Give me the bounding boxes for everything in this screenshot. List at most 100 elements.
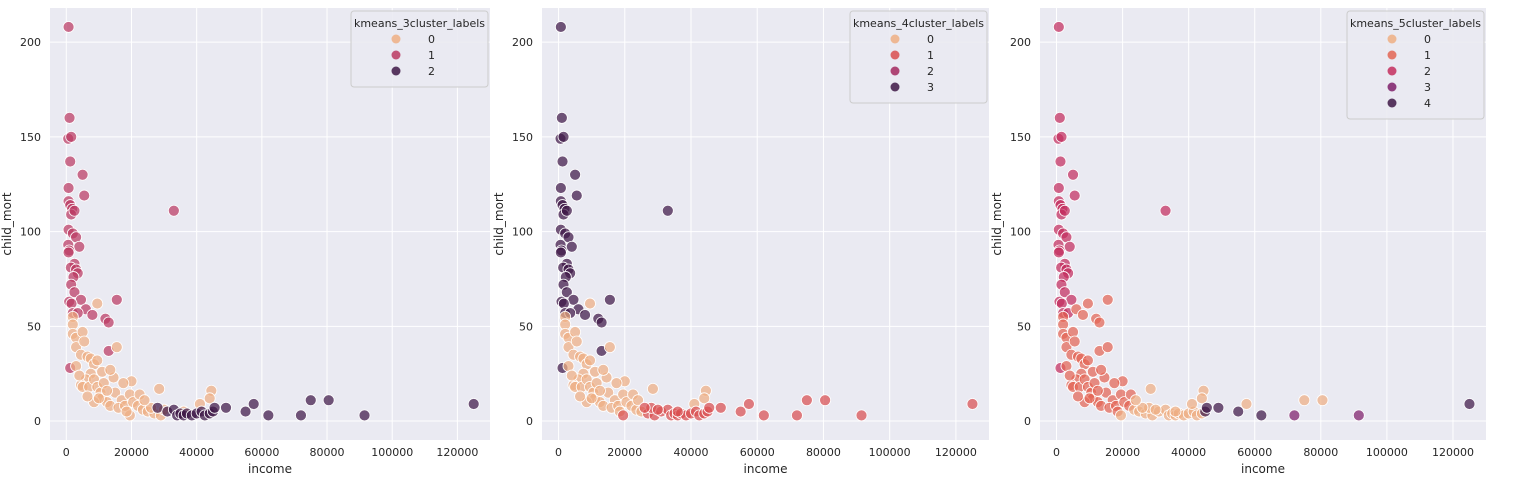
x-tick-label: 80000	[806, 446, 841, 459]
data-point	[1058, 286, 1071, 299]
data-point	[101, 384, 113, 397]
legend: kmeans_5cluster_labels 0 1 2 3 4	[1346, 10, 1485, 120]
data-point	[76, 168, 89, 181]
data-point	[64, 155, 77, 168]
data-point	[698, 392, 711, 405]
data-point	[1052, 182, 1065, 194]
y-tick-label: 200	[20, 36, 41, 49]
y-axis-label: child_mort	[492, 192, 506, 255]
legend-label: 3	[1424, 81, 1431, 94]
data-point	[1288, 409, 1301, 422]
x-tick-label: 0	[63, 446, 70, 459]
data-point	[62, 182, 75, 194]
data-point	[1200, 401, 1213, 414]
data-point	[322, 394, 335, 407]
data-point	[1240, 398, 1253, 410]
y-tick-label: 150	[20, 131, 41, 144]
data-point	[1129, 394, 1142, 407]
data-point	[467, 398, 480, 410]
data-point	[734, 405, 747, 418]
data-point	[68, 286, 81, 299]
data-point	[1316, 394, 1329, 407]
data-point	[1255, 409, 1268, 422]
y-tick-label: 100	[1010, 226, 1031, 239]
data-point	[1232, 405, 1245, 418]
legend-marker	[391, 50, 401, 60]
data-point	[203, 392, 216, 405]
data-point	[574, 390, 586, 403]
data-point	[1149, 403, 1162, 416]
legend-label: 1	[927, 49, 934, 62]
legend-label: 2	[927, 65, 934, 78]
data-point	[1095, 363, 1108, 376]
points	[62, 21, 480, 422]
data-point	[791, 409, 803, 422]
data-point	[68, 204, 81, 217]
data-point	[208, 401, 221, 414]
data-point	[138, 394, 151, 407]
legend-marker	[890, 34, 900, 44]
data-point	[81, 390, 94, 403]
data-point	[647, 382, 659, 395]
data-point	[555, 111, 568, 124]
data-point	[1159, 204, 1172, 217]
x-axis-label: income	[248, 462, 292, 476]
data-point	[1091, 384, 1104, 397]
legend-marker	[1387, 66, 1397, 76]
legend-label: 4	[1424, 97, 1431, 110]
x-tick-label: 100000	[869, 446, 911, 459]
data-point	[1053, 111, 1066, 124]
x-tick-label: 120000	[436, 446, 478, 459]
y-tick-label: 150	[512, 131, 533, 144]
y-tick-label: 200	[1010, 36, 1031, 49]
y-tick-label: 50	[519, 320, 533, 333]
legend-marker	[890, 66, 900, 76]
x-tick-label: 60000	[244, 446, 279, 459]
legend-title: kmeans_4cluster_labels	[853, 17, 984, 30]
legend-title: kmeans_5cluster_labels	[1350, 17, 1481, 30]
data-point	[565, 369, 578, 382]
data-point	[1082, 297, 1094, 310]
data-point	[819, 394, 831, 407]
y-tick-label: 50	[1017, 320, 1031, 333]
data-point	[167, 204, 180, 217]
y-tick-label: 0	[34, 415, 41, 428]
legend-label: 3	[927, 81, 934, 94]
legend-label: 0	[428, 33, 435, 46]
data-point	[1093, 316, 1106, 329]
data-point	[1052, 246, 1065, 259]
data-point	[65, 130, 78, 143]
x-tick-label: 80000	[310, 446, 345, 459]
y-tick-label: 100	[20, 226, 41, 239]
data-point	[557, 130, 570, 143]
data-point	[638, 401, 651, 414]
x-tick-label: 40000	[179, 446, 214, 459]
data-point	[1058, 204, 1071, 217]
data-point	[560, 204, 573, 217]
legend-marker	[1387, 50, 1397, 60]
scatter-panel-3: 0 20000 40000 60000 80000 100000 120000 0 50 100 1…	[990, 8, 1486, 476]
data-point	[554, 182, 567, 194]
x-axis-label: income	[744, 462, 788, 476]
y-tick-label: 50	[27, 320, 41, 333]
data-point	[1101, 341, 1114, 354]
data-point	[102, 316, 115, 329]
data-point	[632, 394, 644, 407]
x-tick-label: 20000	[1105, 446, 1140, 459]
data-point	[714, 401, 727, 414]
data-point	[743, 398, 755, 410]
data-point	[651, 403, 664, 416]
x-tick-label: 60000	[740, 446, 775, 459]
scatter-panel-2: 0 20000 40000 60000 80000 100000 120000 0 50 100 1…	[492, 8, 989, 476]
data-point	[1352, 409, 1365, 422]
data-point	[569, 168, 582, 181]
x-tick-label: 40000	[674, 446, 709, 459]
legend-label: 0	[927, 33, 934, 46]
data-point	[594, 384, 606, 397]
data-point	[91, 354, 104, 367]
x-tick-label: 120000	[935, 446, 977, 459]
data-point	[110, 341, 123, 354]
x-axis-label: income	[1241, 462, 1285, 476]
data-point	[603, 293, 616, 306]
data-point	[151, 401, 164, 414]
